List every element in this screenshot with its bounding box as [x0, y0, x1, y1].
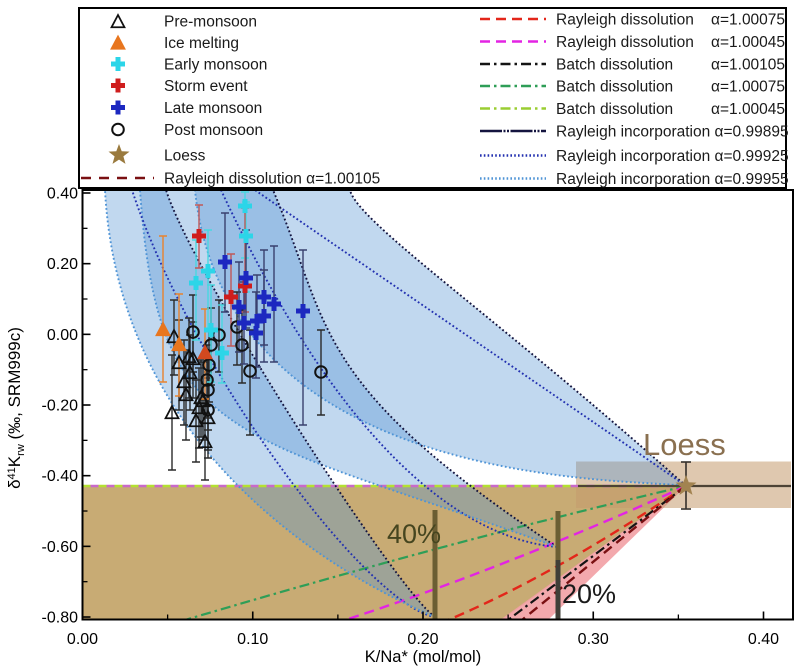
svg-text:0.00: 0.00: [67, 631, 98, 648]
svg-text:Late monsoon: Late monsoon: [164, 100, 262, 117]
svg-text:Loess: Loess: [643, 427, 726, 462]
svg-text:δ41Krw (‰, SRM999c): δ41Krw (‰, SRM999c): [5, 327, 27, 489]
svg-text:0.10: 0.10: [237, 631, 268, 648]
svg-text:-0.60: -0.60: [42, 539, 79, 556]
svg-text:Batch dissolution: Batch dissolution: [556, 57, 673, 74]
svg-text:Early monsoon: Early monsoon: [164, 57, 267, 74]
svg-text:α=1.00075: α=1.00075: [711, 79, 785, 96]
svg-text:Rayleigh incorporation α=0.999: Rayleigh incorporation α=0.99925: [556, 148, 789, 165]
svg-text:Rayleigh dissolution: Rayleigh dissolution: [556, 12, 694, 29]
svg-text:Loess: Loess: [164, 148, 206, 165]
svg-text:0.20: 0.20: [407, 631, 438, 648]
svg-text:α=1.00105: α=1.00105: [711, 57, 785, 74]
svg-text:Rayleigh dissolution α=1.00105: Rayleigh dissolution α=1.00105: [164, 171, 380, 188]
svg-text:α=1.00045: α=1.00045: [711, 34, 785, 51]
svg-text:0.30: 0.30: [578, 631, 609, 648]
svg-text:Storm event: Storm event: [164, 78, 248, 95]
svg-text:Batch dissolution: Batch dissolution: [556, 79, 673, 96]
svg-text:-0.20: -0.20: [42, 398, 79, 415]
svg-text:0.40: 0.40: [47, 186, 78, 203]
svg-text:Post monsoon: Post monsoon: [164, 122, 263, 139]
svg-text:0.20: 0.20: [47, 256, 78, 273]
svg-text:Pre-monsoon: Pre-monsoon: [164, 14, 257, 31]
svg-text:-0.40: -0.40: [42, 468, 79, 485]
svg-text:40%: 40%: [387, 519, 441, 549]
svg-text:Batch dissolution: Batch dissolution: [556, 101, 673, 118]
svg-text:0.40: 0.40: [748, 631, 779, 648]
svg-text:K/Na* (mol/mol): K/Na* (mol/mol): [365, 648, 481, 666]
svg-text:Ice melting: Ice melting: [164, 35, 239, 52]
svg-text:Rayleigh dissolution: Rayleigh dissolution: [556, 34, 694, 51]
svg-text:20%: 20%: [562, 579, 616, 609]
svg-text:α=1.00045: α=1.00045: [711, 101, 785, 118]
svg-text:0.00: 0.00: [47, 327, 78, 344]
svg-text:-0.80: -0.80: [42, 610, 79, 627]
svg-text:Rayleigh incorporation α=0.999: Rayleigh incorporation α=0.99955: [556, 171, 789, 188]
svg-text:Rayleigh incorporation α=0.998: Rayleigh incorporation α=0.99895: [556, 124, 789, 141]
svg-text:α=1.00075: α=1.00075: [711, 12, 785, 29]
